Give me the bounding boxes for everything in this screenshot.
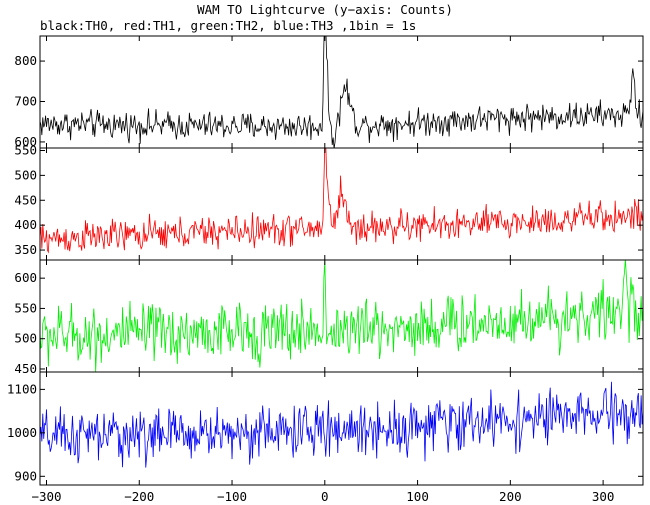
y-tick-label: 1000 bbox=[7, 425, 37, 440]
y-tick-label: 550 bbox=[14, 300, 37, 315]
x-tick-label: −200 bbox=[124, 489, 154, 504]
series-line-th1 bbox=[40, 148, 643, 254]
x-tick-label: 100 bbox=[406, 489, 429, 504]
panel-th2: 450 500 550 600 bbox=[14, 259, 644, 376]
y-tick-label: 800 bbox=[14, 53, 37, 68]
series-line-th3 bbox=[40, 381, 643, 468]
y-tick-label: 600 bbox=[14, 270, 37, 285]
panel-frame bbox=[39, 35, 644, 149]
panel-th1: 350 400 450 500 550 bbox=[14, 142, 644, 261]
y-tick-label: 550 bbox=[14, 142, 37, 157]
y-tick-label: 500 bbox=[14, 167, 37, 182]
y-tick-label: 900 bbox=[14, 468, 37, 483]
series-line-th2 bbox=[40, 260, 643, 372]
panel-frame bbox=[39, 147, 644, 261]
panel-th0: 600 700 800 bbox=[14, 35, 644, 149]
x-tick-label: −100 bbox=[217, 489, 247, 504]
panel-frame bbox=[39, 371, 644, 486]
x-tick-label: −300 bbox=[31, 489, 61, 504]
y-tick-label: 1100 bbox=[7, 381, 37, 396]
y-tick-label: 600 bbox=[14, 134, 37, 149]
y-tick-label: 450 bbox=[14, 192, 37, 207]
x-tick-label: 300 bbox=[592, 489, 615, 504]
chart-subtitle: black:TH0, red:TH1, green:TH2, blue:TH3 … bbox=[40, 18, 417, 33]
x-tick-label: 0 bbox=[321, 489, 329, 504]
y-tick-label: 350 bbox=[14, 242, 37, 257]
y-tick-label: 450 bbox=[14, 361, 37, 376]
y-tick-label: 400 bbox=[14, 217, 37, 232]
panel-th3: 900 1000 1100 bbox=[7, 371, 644, 486]
series-line-th0 bbox=[40, 36, 643, 148]
y-tick-label: 700 bbox=[14, 94, 37, 109]
y-tick-label: 500 bbox=[14, 331, 37, 346]
chart-title: WAM TO Lightcurve (y−axis: Counts) bbox=[197, 2, 453, 17]
x-tick-label: 200 bbox=[499, 489, 522, 504]
